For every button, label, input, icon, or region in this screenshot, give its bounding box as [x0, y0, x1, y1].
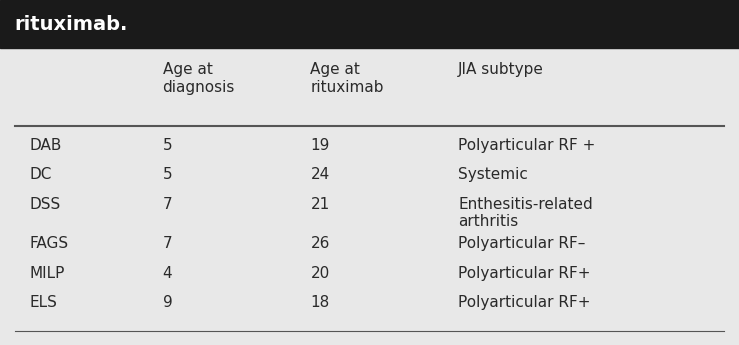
Text: 7: 7: [163, 197, 172, 211]
Text: 18: 18: [310, 295, 330, 310]
Text: 26: 26: [310, 236, 330, 251]
Text: JIA subtype: JIA subtype: [458, 62, 544, 77]
Text: 7: 7: [163, 236, 172, 251]
Text: 21: 21: [310, 197, 330, 211]
Text: 24: 24: [310, 167, 330, 182]
Text: rituximab.: rituximab.: [15, 14, 128, 34]
Text: MILP: MILP: [30, 266, 65, 280]
Text: DAB: DAB: [30, 138, 62, 153]
Text: 20: 20: [310, 266, 330, 280]
Text: FAGS: FAGS: [30, 236, 69, 251]
Text: 5: 5: [163, 138, 172, 153]
Text: Systemic: Systemic: [458, 167, 528, 182]
Text: Polyarticular RF+: Polyarticular RF+: [458, 266, 590, 280]
Text: 4: 4: [163, 266, 172, 280]
Text: DC: DC: [30, 167, 52, 182]
Text: Age at
rituximab: Age at rituximab: [310, 62, 384, 95]
Text: 19: 19: [310, 138, 330, 153]
Text: ELS: ELS: [30, 295, 58, 310]
FancyBboxPatch shape: [0, 0, 739, 48]
Text: Polyarticular RF–: Polyarticular RF–: [458, 236, 585, 251]
Text: Age at
diagnosis: Age at diagnosis: [163, 62, 235, 95]
Text: Polyarticular RF+: Polyarticular RF+: [458, 295, 590, 310]
Text: Enthesitis-related
arthritis: Enthesitis-related arthritis: [458, 197, 593, 229]
Text: 5: 5: [163, 167, 172, 182]
Text: 9: 9: [163, 295, 172, 310]
Text: DSS: DSS: [30, 197, 61, 211]
Text: Polyarticular RF +: Polyarticular RF +: [458, 138, 596, 153]
